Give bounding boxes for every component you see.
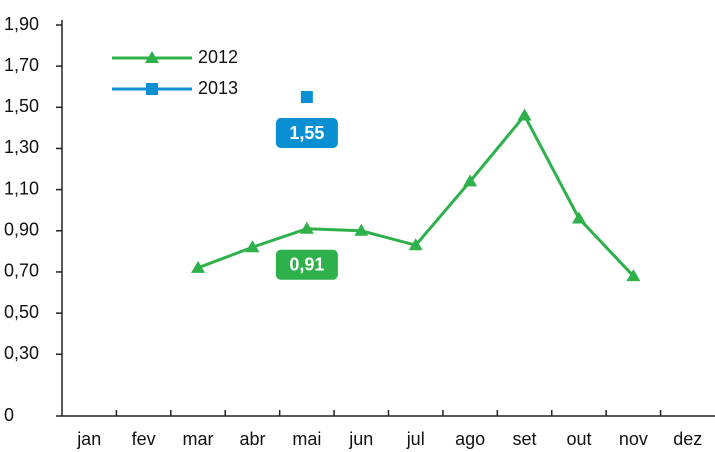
data-point [408,238,423,251]
y-tick-label: 0,90 [4,220,39,240]
y-tick-label: 0 [4,405,14,425]
data-point [354,223,369,236]
data-point [300,91,313,104]
data-point [517,108,532,121]
value-label: 1,55 [289,123,324,143]
value-label-box [275,249,338,280]
y-tick-label: 1,30 [4,137,39,157]
value-label-box [275,118,338,149]
y-tick-label: 1,70 [4,55,39,75]
y-tick-label: 1,50 [4,96,39,116]
x-tick-label: set [513,429,537,449]
y-tick-label: 0,70 [4,261,39,281]
y-tick-label: 0,30 [4,343,39,363]
x-tick-label: mar [183,429,214,449]
data-point [245,240,260,253]
x-tick-label: abr [239,429,265,449]
x-tick-label: out [566,429,591,449]
x-tick-label: ago [455,429,485,449]
legend-label: 2012 [198,47,238,67]
y-tick-label: 1,10 [4,178,39,198]
x-tick-label: jul [406,429,425,449]
data-point [626,269,641,282]
x-tick-label: nov [619,429,648,449]
x-tick-label: jan [76,429,101,449]
legend-label: 2013 [198,78,238,98]
data-point [463,174,478,187]
y-tick-label: 0,50 [4,302,39,322]
x-tick-label: jun [348,429,373,449]
value-label: 0,91 [289,254,324,274]
data-point [571,211,586,224]
y-tick-label: 1,90 [4,14,39,34]
legend-marker [145,51,159,63]
x-tick-label: dez [673,429,702,449]
legend-marker [146,83,158,95]
x-tick-label: mai [292,429,321,449]
series-line [197,112,635,278]
x-tick-label: fev [132,429,156,449]
data-point [191,260,206,273]
data-point [299,221,314,234]
